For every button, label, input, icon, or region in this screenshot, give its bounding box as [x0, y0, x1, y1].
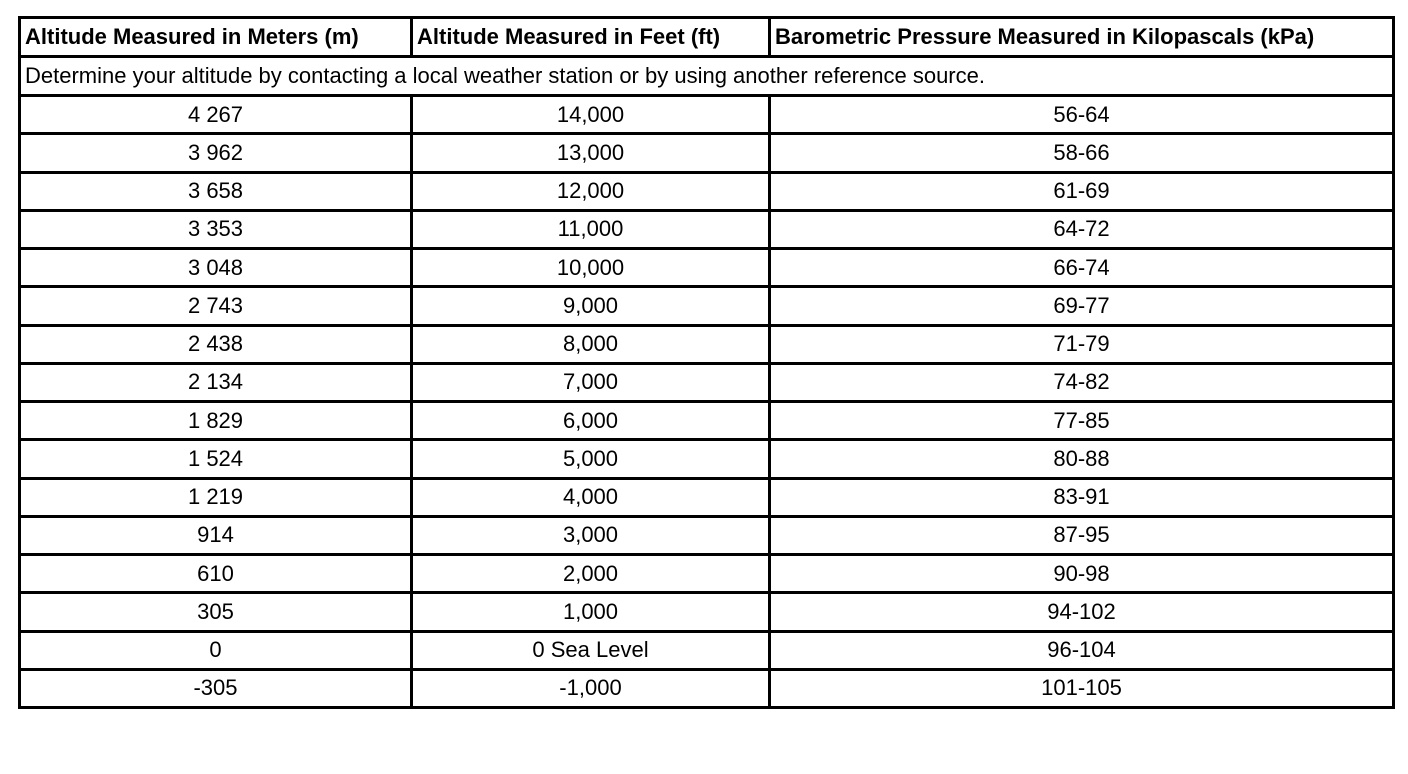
data-cell: 2 134 — [18, 361, 413, 404]
data-cell: 8,000 — [410, 323, 771, 365]
data-cell: 10,000 — [410, 246, 771, 289]
data-row: 2 134 7,000 74-82 — [18, 361, 1395, 404]
data-cell: -1,000 — [410, 667, 771, 710]
data-cell: 14,000 — [410, 93, 771, 136]
data-row: 3 048 10,000 66-74 — [18, 246, 1395, 289]
data-cell: 1 219 — [18, 476, 413, 518]
data-cell: 58-66 — [768, 132, 1395, 174]
data-row: 610 2,000 90-98 — [18, 552, 1395, 595]
data-cell: 305 — [18, 591, 413, 633]
data-cell: 77-85 — [768, 399, 1395, 442]
data-row: 2 743 9,000 69-77 — [18, 285, 1395, 327]
data-row: 3 353 11,000 64-72 — [18, 208, 1395, 251]
data-cell: 3 962 — [18, 132, 413, 174]
data-cell: 11,000 — [410, 208, 771, 251]
data-cell: 2,000 — [410, 552, 771, 595]
data-cell: 7,000 — [410, 361, 771, 404]
table-container: Altitude Measured in Meters (m) Altitude … — [18, 16, 1395, 710]
data-row: 2 438 8,000 71-79 — [18, 323, 1395, 365]
data-cell: 66-74 — [768, 246, 1395, 289]
note-cell: Determine your altitude by contacting a … — [18, 55, 1395, 97]
data-cell: 87-95 — [768, 514, 1395, 557]
data-cell: 5,000 — [410, 438, 771, 480]
data-cell: 1 524 — [18, 438, 413, 480]
data-cell: 64-72 — [768, 208, 1395, 251]
data-cell: 4,000 — [410, 476, 771, 518]
data-row: -305 -1,000 101-105 — [18, 667, 1395, 710]
data-cell: 3 353 — [18, 208, 413, 251]
header-cell: Altitude Measured in Meters (m) — [18, 16, 413, 58]
data-row: 914 3,000 87-95 — [18, 514, 1395, 557]
data-cell: 12,000 — [410, 170, 771, 212]
data-cell: 74-82 — [768, 361, 1395, 404]
data-row: 3 962 13,000 58-66 — [18, 132, 1395, 174]
data-cell: 2 743 — [18, 285, 413, 327]
data-cell: 90-98 — [768, 552, 1395, 595]
data-cell: 6,000 — [410, 399, 771, 442]
data-row: 4 267 14,000 56-64 — [18, 93, 1395, 136]
data-cell: 56-64 — [768, 93, 1395, 136]
altitude-table: Altitude Measured in Meters (m) Altitude … — [18, 16, 1395, 710]
data-row: 3 658 12,000 61-69 — [18, 170, 1395, 212]
data-cell: 80-88 — [768, 438, 1395, 480]
data-cell: 69-77 — [768, 285, 1395, 327]
data-cell: 610 — [18, 552, 413, 595]
header-cell: Barometric Pressure Measured in Kilopasc… — [768, 16, 1395, 58]
data-cell: 61-69 — [768, 170, 1395, 212]
data-cell: 13,000 — [410, 132, 771, 174]
data-cell: 3 658 — [18, 170, 413, 212]
data-row: 1 524 5,000 80-88 — [18, 438, 1395, 480]
data-cell: 3,000 — [410, 514, 771, 557]
data-cell: 1,000 — [410, 591, 771, 633]
data-cell: 94-102 — [768, 591, 1395, 633]
data-row: 1 829 6,000 77-85 — [18, 399, 1395, 442]
data-cell: 0 — [18, 629, 413, 671]
data-row: 305 1,000 94-102 — [18, 591, 1395, 633]
data-cell: 9,000 — [410, 285, 771, 327]
data-cell: 3 048 — [18, 246, 413, 289]
data-row: 1 219 4,000 83-91 — [18, 476, 1395, 518]
data-cell: 4 267 — [18, 93, 413, 136]
data-cell: 1 829 — [18, 399, 413, 442]
table-body: Determine your altitude by contacting a … — [18, 55, 1395, 710]
data-cell: 83-91 — [768, 476, 1395, 518]
note-row: Determine your altitude by contacting a … — [18, 55, 1395, 97]
data-cell: 914 — [18, 514, 413, 557]
data-cell: 71-79 — [768, 323, 1395, 365]
data-cell: 96-104 — [768, 629, 1395, 671]
data-cell: 0 Sea Level — [410, 629, 771, 671]
data-cell: 2 438 — [18, 323, 413, 365]
data-cell: 101-105 — [768, 667, 1395, 710]
data-cell: -305 — [18, 667, 413, 710]
header-cell: Altitude Measured in Feet (ft) — [410, 16, 771, 58]
header-row: Altitude Measured in Meters (m) Altitude … — [18, 16, 1395, 58]
